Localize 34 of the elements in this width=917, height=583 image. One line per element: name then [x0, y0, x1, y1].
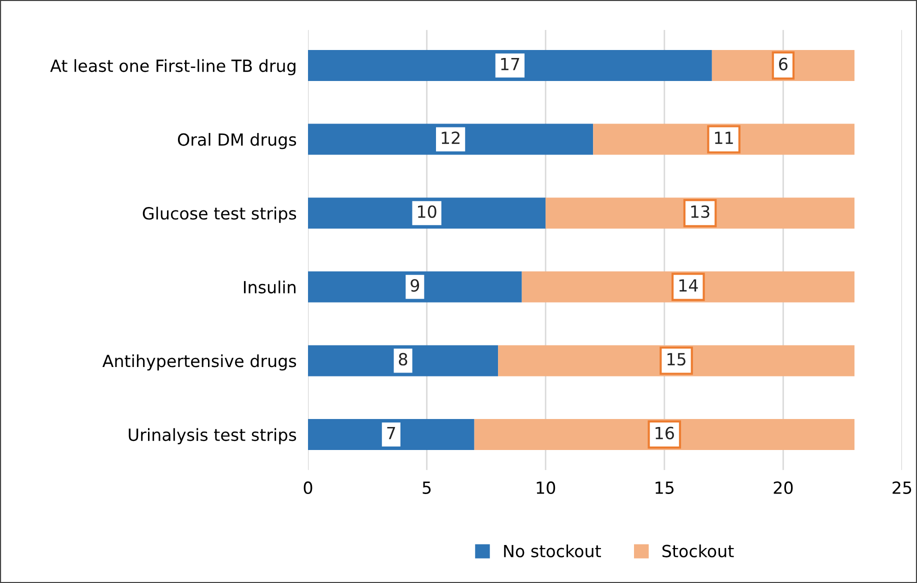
bar — [474, 419, 854, 450]
bar — [308, 124, 594, 155]
data-label: 15 — [668, 353, 686, 366]
y-tick-label: Glucose test strips — [142, 206, 296, 223]
data-label: 7 — [387, 426, 396, 440]
data-label: 12 — [442, 132, 460, 144]
data-label: 16 — [656, 426, 674, 440]
y-tick-label: Oral DM drugs — [178, 132, 296, 150]
data-label: 10 — [418, 205, 436, 218]
x-tick-label: 5 — [422, 482, 431, 494]
bar — [308, 50, 712, 81]
y-tick-label: Antihypertensive drugs — [102, 354, 296, 370]
y-tick-label: Urinalysis test strips — [128, 428, 296, 444]
x-tick-label: 25 — [892, 481, 912, 494]
data-label: 13 — [691, 205, 710, 218]
bar — [546, 198, 854, 229]
bar — [308, 271, 522, 302]
x-tick-label: 15 — [656, 482, 674, 494]
data-label: 14 — [679, 279, 698, 292]
legend-label: No stockout — [504, 544, 601, 558]
data-label: 11 — [715, 132, 733, 144]
data-label: 8 — [398, 352, 408, 366]
y-tick-label: At least one First-line TB drug — [50, 59, 296, 76]
bar — [498, 345, 854, 376]
x-tick-label: 0 — [304, 481, 312, 494]
x-tick-label: 10 — [536, 481, 556, 494]
bar — [308, 345, 498, 376]
bar — [522, 271, 854, 302]
y-tick-label: Insulin — [244, 280, 296, 294]
data-label: 6 — [779, 58, 788, 70]
data-label: 17 — [501, 58, 520, 70]
x-tick-label: 20 — [774, 481, 793, 494]
legend-label: Stockout — [662, 544, 734, 558]
data-label: 9 — [410, 279, 420, 292]
